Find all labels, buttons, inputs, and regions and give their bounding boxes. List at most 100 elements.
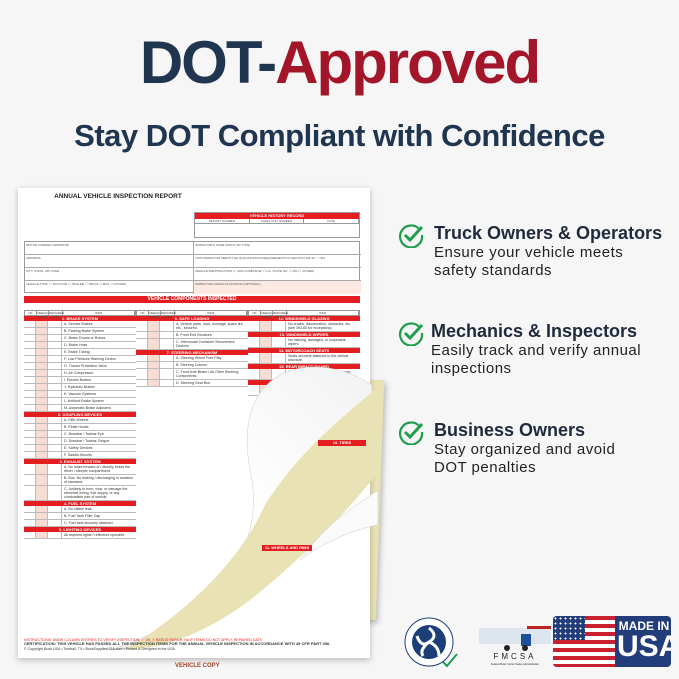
checkbox-cell-na[interactable] (36, 513, 48, 519)
checkbox-cell-na[interactable] (36, 363, 48, 369)
checkbox-cell-rp[interactable] (272, 369, 286, 379)
checkbox-cell-ok[interactable] (136, 339, 148, 349)
checkbox-cell-na[interactable] (148, 339, 160, 349)
checkbox-cell-na[interactable] (260, 353, 272, 363)
checkbox-cell-ok[interactable] (24, 464, 36, 474)
checkbox-cell-rp[interactable] (48, 532, 62, 538)
checkbox-cell-rp[interactable] (48, 384, 62, 390)
checkbox-cell-rp[interactable] (48, 445, 62, 451)
checkbox-cell-rp[interactable] (272, 337, 286, 347)
checkbox-cell-na[interactable] (36, 405, 48, 411)
field-qualification[interactable]: THIS INSPECTOR MEETS THE QUALIFICATION R… (193, 255, 361, 268)
checkbox-cell-ok[interactable] (136, 362, 148, 368)
checkbox-cell-rp[interactable] (48, 431, 62, 437)
checkbox-cell-rp[interactable] (272, 353, 286, 363)
field-inspector[interactable]: INSPECTOR'S NAME (PRINT OR TYPE) (193, 242, 361, 255)
checkbox-cell-rp[interactable] (48, 417, 62, 423)
checkbox-cell-na[interactable] (148, 380, 160, 386)
checkbox-cell-rp[interactable] (48, 424, 62, 430)
checkbox-cell-rp[interactable] (160, 339, 174, 349)
checkbox-cell-rp[interactable] (160, 380, 174, 386)
checkbox-cell-ok[interactable] (136, 355, 148, 361)
checkbox-cell-rp[interactable] (48, 452, 62, 458)
checkbox-cell-na[interactable] (36, 377, 48, 383)
checkbox-cell-rp[interactable] (48, 486, 62, 500)
checkbox-cell-ok[interactable] (24, 445, 36, 451)
checkbox-cell-ok[interactable] (24, 398, 36, 404)
checkbox-cell-ok[interactable] (24, 486, 36, 500)
checkbox-cell-rp[interactable] (160, 321, 174, 331)
checkbox-cell-ok[interactable] (24, 370, 36, 376)
checkbox-cell-ok[interactable] (248, 337, 260, 347)
checkbox-cell-na[interactable] (36, 424, 48, 430)
checkbox-cell-ok[interactable] (24, 438, 36, 444)
checkbox-cell-ok[interactable] (24, 475, 36, 485)
checkbox-cell-na[interactable] (36, 417, 48, 423)
checkbox-cell-ok[interactable] (24, 349, 36, 355)
checkbox-cell-ok[interactable] (248, 321, 260, 331)
field-city[interactable]: CITY, STATE, ZIP CODE (25, 268, 193, 281)
checkbox-cell-ok[interactable] (24, 377, 36, 383)
checkbox-cell-rp[interactable] (48, 342, 62, 348)
checkbox-cell-ok[interactable] (24, 513, 36, 519)
checkbox-cell-rp[interactable] (48, 506, 62, 512)
checkbox-cell-ok[interactable] (136, 332, 148, 338)
checkbox-cell-rp[interactable] (48, 520, 62, 526)
checkbox-cell-na[interactable] (36, 475, 48, 485)
checkbox-cell-rp[interactable] (272, 321, 286, 331)
checkbox-cell-rp[interactable] (48, 328, 62, 334)
checkbox-cell-rp[interactable] (48, 464, 62, 474)
checkbox-cell-ok[interactable] (24, 452, 36, 458)
checkbox-cell-rp[interactable] (48, 391, 62, 397)
checkbox-cell-rp[interactable] (48, 349, 62, 355)
checkbox-cell-rp[interactable] (160, 369, 174, 379)
checkbox-cell-rp[interactable] (272, 385, 286, 395)
checkbox-cell-na[interactable] (36, 464, 48, 474)
checkbox-cell-ok[interactable] (24, 405, 36, 411)
checkbox-cell-na[interactable] (36, 452, 48, 458)
checkbox-cell-na[interactable] (36, 370, 48, 376)
checkbox-cell-na[interactable] (36, 328, 48, 334)
checkbox-cell-rp[interactable] (160, 362, 174, 368)
checkbox-cell-ok[interactable] (24, 335, 36, 341)
checkbox-cell-na[interactable] (36, 438, 48, 444)
checkbox-cell-rp[interactable] (160, 355, 174, 361)
checkbox-cell-ok[interactable] (136, 369, 148, 379)
checkbox-cell-ok[interactable] (24, 506, 36, 512)
checkbox-cell-ok[interactable] (248, 353, 260, 363)
checkbox-cell-na[interactable] (148, 355, 160, 361)
checkbox-cell-ok[interactable] (24, 431, 36, 437)
checkbox-cell-na[interactable] (36, 321, 48, 327)
checkbox-cell-ok[interactable] (24, 328, 36, 334)
checkbox-cell-ok[interactable] (24, 532, 36, 538)
checkbox-cell-na[interactable] (36, 349, 48, 355)
checkbox-cell-na[interactable] (260, 369, 272, 379)
checkbox-cell-ok[interactable] (24, 356, 36, 362)
checkbox-cell-na[interactable] (36, 445, 48, 451)
checkbox-cell-ok[interactable] (24, 384, 36, 390)
checkbox-cell-na[interactable] (148, 332, 160, 338)
checkbox-cell-rp[interactable] (48, 377, 62, 383)
field-agency[interactable]: INSPECTION AGENCY/LOCATION (OPTIONAL) (193, 281, 361, 294)
field-address[interactable]: ADDRESS (25, 255, 193, 268)
checkbox-cell-na[interactable] (36, 335, 48, 341)
checkbox-cell-na[interactable] (36, 342, 48, 348)
field-vehicle-id[interactable]: VEHICLE IDENTIFICATION (✓ AND COMPLETE) … (193, 268, 361, 281)
checkbox-cell-na[interactable] (148, 362, 160, 368)
checkbox-cell-rp[interactable] (48, 363, 62, 369)
checkbox-cell-na[interactable] (36, 356, 48, 362)
checkbox-cell-ok[interactable] (136, 380, 148, 386)
checkbox-cell-rp[interactable] (48, 398, 62, 404)
checkbox-cell-ok[interactable] (136, 321, 148, 331)
checkbox-cell-na[interactable] (36, 506, 48, 512)
checkbox-cell-ok[interactable] (24, 520, 36, 526)
checkbox-cell-ok[interactable] (24, 417, 36, 423)
checkbox-cell-na[interactable] (36, 384, 48, 390)
checkbox-cell-na[interactable] (36, 520, 48, 526)
checkbox-cell-na[interactable] (36, 391, 48, 397)
checkbox-cell-na[interactable] (36, 431, 48, 437)
checkbox-cell-rp[interactable] (48, 438, 62, 444)
checkbox-cell-na[interactable] (148, 321, 160, 331)
checkbox-cell-na[interactable] (260, 337, 272, 347)
checkbox-cell-ok[interactable] (24, 424, 36, 430)
